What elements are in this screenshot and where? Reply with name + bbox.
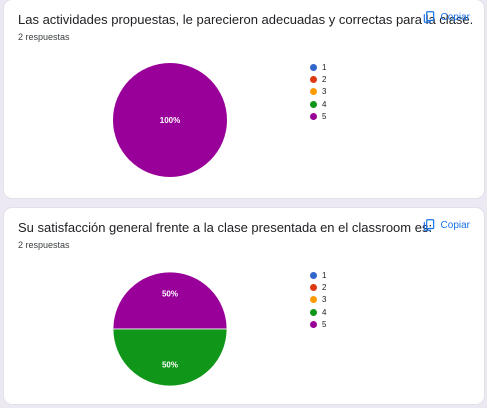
- slice-label: 50%: [162, 360, 178, 369]
- legend-swatch: [310, 88, 317, 96]
- chart-legend: 1 2 3 4 5: [310, 61, 326, 122]
- legend-item-3: 3: [310, 294, 326, 306]
- legend-swatch: [310, 63, 317, 71]
- legend-label: 1: [322, 62, 327, 72]
- legend-label: 4: [322, 307, 327, 317]
- legend-label: 2: [322, 74, 327, 84]
- legend-item-3: 3: [310, 86, 326, 98]
- legend-label: 2: [322, 282, 327, 292]
- legend-item-2: 2: [310, 281, 326, 293]
- copy-button[interactable]: Copiar: [422, 218, 470, 232]
- chart-legend: 1 2 3 4 5: [310, 269, 326, 330]
- legend-item-4: 4: [310, 306, 326, 318]
- legend-swatch: [310, 320, 317, 328]
- legend-swatch: [310, 271, 317, 279]
- legend-label: 1: [322, 270, 327, 280]
- slice-label: 100%: [160, 116, 180, 125]
- copy-button[interactable]: Copiar: [422, 10, 470, 24]
- legend-item-4: 4: [310, 98, 326, 110]
- legend-label: 5: [322, 319, 327, 329]
- legend-swatch: [310, 283, 317, 291]
- pie-slice-5: [112, 271, 228, 330]
- legend-item-1: 1: [310, 61, 326, 73]
- legend-item-2: 2: [310, 73, 326, 85]
- copy-icon: [423, 219, 434, 231]
- copy-icon: [423, 11, 434, 23]
- legend-swatch: [310, 308, 317, 316]
- question-title: Las actividades propuestas, le pareciero…: [18, 12, 474, 27]
- slice-label: 50%: [162, 290, 178, 299]
- legend-swatch: [310, 75, 317, 83]
- legend-label: 5: [322, 111, 327, 121]
- legend-label: 3: [322, 87, 327, 97]
- question-title: Su satisfacción general frente a la clas…: [18, 220, 433, 235]
- legend-swatch: [310, 296, 317, 304]
- pie-slice-5: [113, 63, 227, 177]
- question-card-2: Su satisfacción general frente a la clas…: [4, 208, 484, 404]
- legend-swatch: [310, 112, 317, 120]
- pie-slice-4: [112, 328, 228, 387]
- copy-label: Copiar: [440, 219, 470, 231]
- legend-swatch: [310, 100, 317, 108]
- question-card-1: Las actividades propuestas, le pareciero…: [4, 0, 484, 198]
- legend-item-5: 5: [310, 110, 326, 122]
- response-count: 2 respuestas: [18, 32, 70, 42]
- legend-label: 4: [322, 99, 327, 109]
- pie-chart: 50% 50%: [112, 271, 228, 387]
- pie-chart: 100%: [113, 63, 227, 177]
- legend-label: 3: [322, 295, 327, 305]
- copy-label: Copiar: [440, 11, 470, 23]
- legend-item-5: 5: [310, 318, 326, 330]
- response-count: 2 respuestas: [18, 240, 70, 250]
- legend-item-1: 1: [310, 269, 326, 281]
